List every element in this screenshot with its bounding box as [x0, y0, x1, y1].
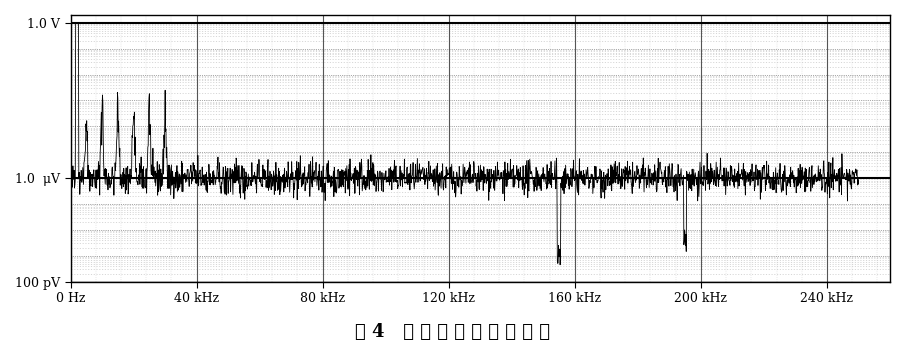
- Text: 图 4   干 扰 噪 声 随 频 率 关 系: 图 4 干 扰 噪 声 随 频 率 关 系: [355, 323, 550, 341]
